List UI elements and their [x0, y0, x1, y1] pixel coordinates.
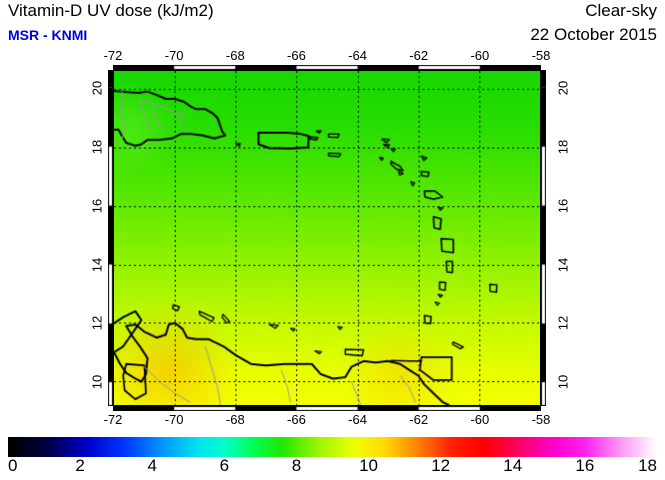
y-tick-label-right: 18	[555, 139, 571, 154]
x-tick-label-bottom: -62	[409, 412, 429, 427]
y-tick-label-left: 12	[89, 316, 105, 331]
x-tick-label-bottom: -60	[470, 412, 490, 427]
uv-dose-map[interactable]	[113, 70, 541, 406]
x-tick-label-bottom: -58	[531, 412, 551, 427]
colorbar-tick-label: 4	[147, 456, 157, 475]
date-label: 22 October 2015	[530, 25, 657, 44]
y-tick-label-right: 16	[555, 198, 571, 213]
sky-condition-label: Clear-sky	[585, 1, 657, 20]
y-tick-label-left: 20	[89, 80, 105, 95]
colorbar-tick-label: 8	[291, 456, 302, 475]
y-tick-label-left: 14	[89, 257, 105, 272]
colorbar-tick-label: 14	[503, 456, 523, 475]
colorbar-tick-label: 0	[8, 456, 18, 475]
x-tick-label-bottom: -70	[164, 412, 184, 427]
page-title: Vitamin-D UV dose (kJ/m2)	[8, 1, 214, 20]
x-tick-label-top: -68	[225, 48, 245, 63]
colorbar-tick-label: 6	[219, 456, 230, 475]
colorbar-tick-label: 16	[575, 456, 595, 475]
axis-tick-band-right	[541, 70, 546, 406]
x-tick-label-top: -70	[164, 48, 184, 63]
x-tick-label-top: -58	[531, 48, 551, 63]
data-source-label: MSR - KNMI	[8, 27, 88, 43]
y-tick-label-right: 10	[555, 375, 571, 390]
x-tick-label-top: -60	[470, 48, 490, 63]
y-tick-label-left: 10	[89, 375, 105, 390]
header: Vitamin-D UV dose (kJ/m2) MSR - KNMI Cle…	[0, 0, 665, 52]
y-tick-label-right: 20	[555, 80, 571, 95]
colorbar-tick-label: 10	[359, 456, 379, 475]
y-tick-label-left: 18	[89, 139, 105, 154]
y-tick-label-right: 12	[555, 316, 571, 331]
colorbar-tick-labels: 0 2 4 6 8 10 12 14 16 18	[8, 456, 657, 480]
x-tick-label-bottom: -68	[225, 412, 245, 427]
x-tick-label-bottom: -72	[103, 412, 123, 427]
x-tick-label-top: -72	[103, 48, 123, 63]
y-tick-label-right: 14	[555, 257, 571, 272]
x-tick-label-bottom: -64	[348, 412, 367, 427]
x-tick-label-top: -62	[409, 48, 429, 63]
colorbar-tick-label: 2	[75, 456, 85, 475]
map-field	[114, 71, 540, 405]
colorbar[interactable]	[8, 437, 657, 457]
axis-tick-band-left	[108, 70, 113, 406]
x-tick-label-top: -66	[287, 48, 306, 63]
axis-tick-band-bottom	[113, 406, 541, 411]
axis-tick-band-top	[113, 65, 541, 70]
colorbar-tick-label: 18	[638, 456, 657, 475]
colorbar-tick-label: 12	[431, 456, 451, 475]
colorbar-gradient	[8, 437, 657, 457]
x-tick-label-bottom: -66	[287, 412, 306, 427]
y-tick-label-left: 16	[89, 198, 105, 213]
x-tick-label-top: -64	[348, 48, 367, 63]
coastline-layer	[114, 71, 540, 405]
